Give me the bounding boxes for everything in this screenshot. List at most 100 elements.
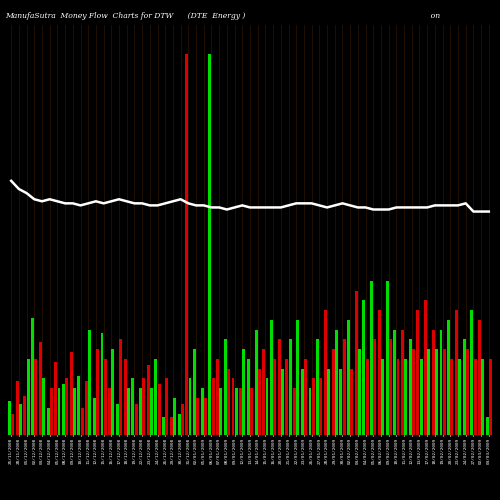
Bar	[486, 418, 488, 435]
Bar	[166, 378, 168, 435]
Bar	[396, 359, 400, 435]
Bar	[150, 388, 153, 435]
Bar	[374, 340, 376, 435]
Bar	[358, 349, 361, 435]
Bar	[355, 290, 358, 435]
Bar	[250, 388, 253, 435]
Bar	[193, 349, 196, 435]
Bar	[404, 359, 407, 435]
Bar	[274, 359, 276, 435]
Bar	[42, 378, 45, 435]
Bar	[447, 320, 450, 435]
Bar	[127, 388, 130, 435]
Bar	[173, 398, 176, 435]
Bar	[455, 310, 458, 435]
Bar	[366, 359, 368, 435]
Bar	[304, 359, 307, 435]
Bar	[8, 401, 11, 435]
Bar	[316, 340, 319, 435]
Bar	[378, 310, 381, 435]
Bar	[340, 368, 342, 435]
Bar	[142, 378, 145, 435]
Bar	[78, 376, 80, 435]
Bar	[154, 359, 158, 435]
Bar	[158, 384, 160, 435]
Bar	[327, 368, 330, 435]
Bar	[132, 378, 134, 435]
Bar	[370, 281, 373, 435]
Bar	[386, 281, 388, 435]
Bar	[432, 330, 435, 435]
Bar	[286, 359, 288, 435]
Bar	[26, 359, 30, 435]
Bar	[54, 362, 57, 435]
Bar	[24, 396, 26, 435]
Bar	[58, 388, 60, 435]
Bar	[50, 388, 53, 435]
Bar	[70, 352, 72, 435]
Bar	[381, 359, 384, 435]
Bar	[466, 349, 469, 435]
Bar	[281, 368, 284, 435]
Bar	[224, 340, 226, 435]
Bar	[335, 330, 338, 435]
Bar	[350, 368, 353, 435]
Bar	[362, 300, 366, 435]
Bar	[474, 359, 476, 435]
Bar	[301, 368, 304, 435]
Bar	[220, 388, 222, 435]
Bar	[408, 340, 412, 435]
Bar	[100, 332, 103, 435]
Bar	[288, 340, 292, 435]
Bar	[254, 330, 258, 435]
Bar	[232, 378, 234, 435]
Bar	[443, 349, 446, 435]
Bar	[200, 388, 203, 435]
Bar	[12, 414, 14, 435]
Bar	[293, 388, 296, 435]
Bar	[389, 340, 392, 435]
Bar	[204, 398, 207, 435]
Bar	[62, 384, 65, 435]
Bar	[170, 418, 173, 435]
Bar	[308, 388, 312, 435]
Bar	[394, 330, 396, 435]
Bar	[108, 388, 111, 435]
Bar	[320, 378, 322, 435]
Bar	[147, 364, 150, 435]
Bar	[342, 340, 345, 435]
Bar	[65, 378, 68, 435]
Bar	[85, 382, 88, 435]
Bar	[19, 404, 22, 435]
Bar	[440, 330, 442, 435]
Bar	[80, 408, 84, 435]
Bar	[462, 340, 466, 435]
Bar	[188, 378, 192, 435]
Bar	[262, 349, 266, 435]
Bar	[270, 320, 273, 435]
Bar	[34, 359, 37, 435]
Bar	[458, 359, 461, 435]
Bar	[401, 330, 404, 435]
Bar	[73, 388, 76, 435]
Bar	[347, 320, 350, 435]
Bar	[247, 359, 250, 435]
Bar	[312, 378, 314, 435]
Bar	[258, 368, 261, 435]
Bar	[124, 359, 126, 435]
Bar	[96, 349, 99, 435]
Bar	[139, 388, 142, 435]
Bar	[93, 398, 96, 435]
Bar	[278, 340, 280, 435]
Bar	[39, 342, 42, 435]
Bar	[234, 388, 238, 435]
Bar	[332, 349, 334, 435]
Bar	[88, 330, 92, 435]
Bar	[104, 359, 106, 435]
Bar	[424, 300, 427, 435]
Bar	[16, 382, 18, 435]
Bar	[208, 54, 212, 435]
Bar	[227, 368, 230, 435]
Bar	[482, 359, 484, 435]
Bar	[212, 378, 214, 435]
